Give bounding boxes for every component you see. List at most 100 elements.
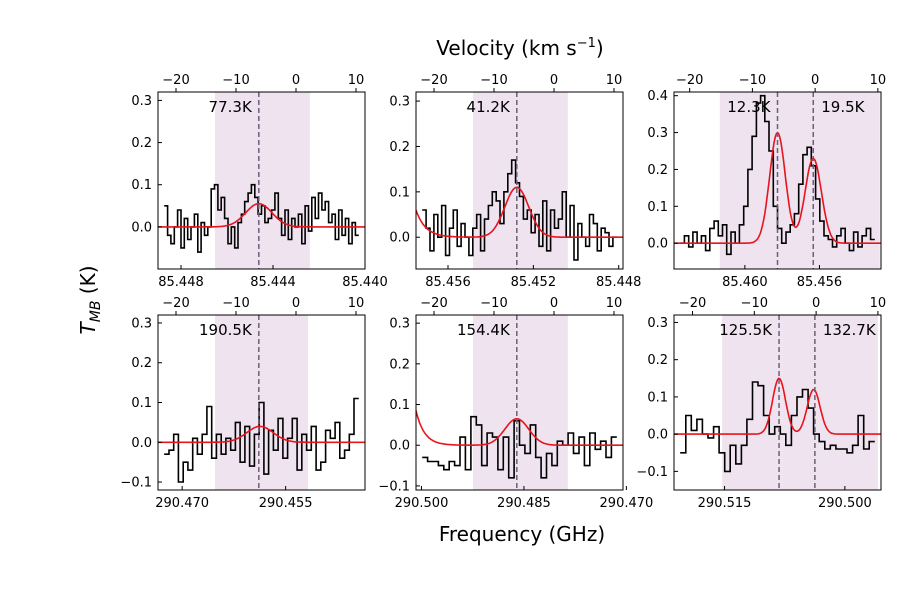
y-tick-label: 0.0 [389, 231, 410, 246]
frequency-tick-label: 85.452 [511, 275, 557, 290]
velocity-window-shade [473, 92, 568, 269]
frequency-tick-label: 85.448 [158, 275, 204, 290]
y-tick-label: 0.0 [647, 237, 668, 252]
y-tick-label: 0.3 [131, 94, 152, 109]
panel-frame [673, 91, 882, 270]
velocity-tick-label: 10 [348, 296, 365, 311]
velocity-tick-label: 10 [606, 73, 623, 88]
frequency-tick-label: 290.470 [600, 496, 654, 511]
velocity-tick-label: −20 [679, 296, 706, 311]
frequency-tick-label: 290.455 [259, 496, 313, 511]
velocity-tick-label: 0 [812, 296, 820, 311]
panel-1: 77.3K 0.0 0.1 0.2 0.3 85.448 85.444 85.440 −20 −1… [131, 73, 387, 290]
velocity-tick-label: 0 [550, 73, 558, 88]
frequency-tick-label: 85.444 [250, 275, 296, 290]
velocity-window-shade [722, 315, 878, 490]
velocity-tick-label: 0 [292, 73, 300, 88]
gaussian-fit-curve [158, 425, 365, 444]
y-tick-label: 0.1 [389, 398, 410, 413]
panel-plot-area [674, 315, 881, 490]
temperature-label: 190.5K [199, 321, 253, 339]
y-tick-label: 0.1 [647, 200, 668, 215]
velocity-tick-label: 10 [870, 296, 887, 311]
frequency-tick-label: 85.448 [596, 275, 642, 290]
velocity-window-shade [215, 92, 310, 269]
y-tick-label: 0.3 [647, 126, 668, 141]
spectrum-line [164, 183, 359, 253]
panel-plot-area [416, 92, 623, 269]
panel-plot-area [158, 92, 365, 269]
panel-frame [673, 314, 882, 491]
velocity-axis-title: Velocity (km s−1) [436, 36, 603, 60]
velocity-tick-label: −20 [420, 73, 447, 88]
y-tick-label: 0.1 [131, 178, 152, 193]
panel-plot-area [674, 92, 881, 269]
velocity-tick-label: 0 [811, 73, 819, 88]
y-tick-label: −0.1 [378, 479, 410, 494]
panel-plot-area [158, 315, 365, 490]
spectra-panels: 77.3K 0.0 0.1 0.2 0.3 85.448 85.444 85.440 −20 −1… [120, 73, 886, 511]
frequency-tick-label: 290.470 [155, 496, 209, 511]
gaussian-fit-curve [416, 186, 623, 238]
y-tick-label: 0.2 [131, 356, 152, 371]
frequency-tick-label: 85.456 [425, 275, 471, 290]
spectrum-line [422, 415, 617, 479]
temperature-label: 19.5K [821, 98, 865, 116]
temperature-label: 154.4K [457, 321, 511, 339]
velocity-tick-label: −10 [739, 73, 766, 88]
spectrum-line [164, 397, 359, 483]
gaussian-fit-curve [674, 377, 881, 435]
panel-4: 190.5K −0.1 0.0 0.1 0.2 0.3 290.470 290.455 −20 −… [120, 296, 366, 511]
y-tick-label: 0.2 [131, 136, 152, 151]
velocity-tick-label: 0 [550, 296, 558, 311]
y-tick-label: 0.0 [647, 428, 668, 443]
velocity-tick-label: 10 [606, 296, 623, 311]
velocity-tick-label: 0 [292, 296, 300, 311]
velocity-tick-label: −20 [162, 296, 189, 311]
frequency-tick-label: 290.485 [497, 496, 551, 511]
tmb-axis-title: TMB (K) [76, 266, 104, 335]
panel-6: 125.5K 132.7K −0.1 0.0 0.1 0.2 0.3 290.515 290.5… [636, 296, 886, 511]
spectrum-line [680, 94, 875, 256]
frequency-tick-label: 85.460 [722, 275, 768, 290]
y-tick-label: 0.0 [131, 220, 152, 235]
y-tick-label: 0.4 [647, 89, 668, 104]
y-tick-label: 0.0 [389, 439, 410, 454]
velocity-tick-label: −10 [741, 296, 768, 311]
panel-frame [157, 91, 366, 270]
y-tick-label: 0.2 [647, 353, 668, 368]
y-tick-label: −0.1 [120, 476, 152, 491]
velocity-tick-label: −10 [222, 296, 249, 311]
y-tick-label: 0.1 [647, 390, 668, 405]
velocity-tick-label: −20 [676, 73, 703, 88]
y-tick-label: 0.3 [131, 316, 152, 331]
y-tick-label: 0.0 [131, 436, 152, 451]
panel-3: 12.3K 19.5K 0.0 0.1 0.2 0.3 0.4 85.460 85.456 −20… [647, 73, 886, 290]
panel-frame [415, 314, 624, 491]
y-tick-label: 0.2 [647, 163, 668, 178]
y-tick-label: 0.3 [389, 317, 410, 332]
temperature-label: 125.5K [719, 321, 773, 339]
frequency-axis-title: Frequency (GHz) [439, 522, 605, 546]
frequency-tick-label: 290.500 [395, 496, 449, 511]
temperature-label: 12.3K [727, 98, 771, 116]
y-tick-label: −0.1 [636, 465, 668, 480]
gaussian-fit-curve [416, 410, 623, 446]
frequency-tick-label: 85.440 [342, 275, 388, 290]
panel-5: 154.4K −0.1 0.0 0.1 0.2 0.3 290.500 290.485 290.… [378, 296, 653, 511]
y-tick-label: 0.2 [389, 357, 410, 372]
y-tick-label: 0.3 [389, 95, 410, 110]
temperature-label: 41.2K [467, 98, 511, 116]
temperature-label: 77.3K [209, 98, 253, 116]
velocity-tick-label: −10 [222, 73, 249, 88]
velocity-tick-label: 10 [870, 73, 887, 88]
y-tick-label: 0.1 [389, 185, 410, 200]
velocity-tick-label: −20 [420, 296, 447, 311]
temperature-label: 132.7K [823, 321, 877, 339]
velocity-tick-label: −10 [480, 73, 507, 88]
panel-2: 41.2K 0.0 0.1 0.2 0.3 85.456 85.452 85.448 −20 −1… [389, 73, 641, 290]
velocity-tick-label: 10 [348, 73, 365, 88]
y-tick-label: 0.2 [389, 140, 410, 155]
frequency-tick-label: 85.456 [797, 275, 843, 290]
